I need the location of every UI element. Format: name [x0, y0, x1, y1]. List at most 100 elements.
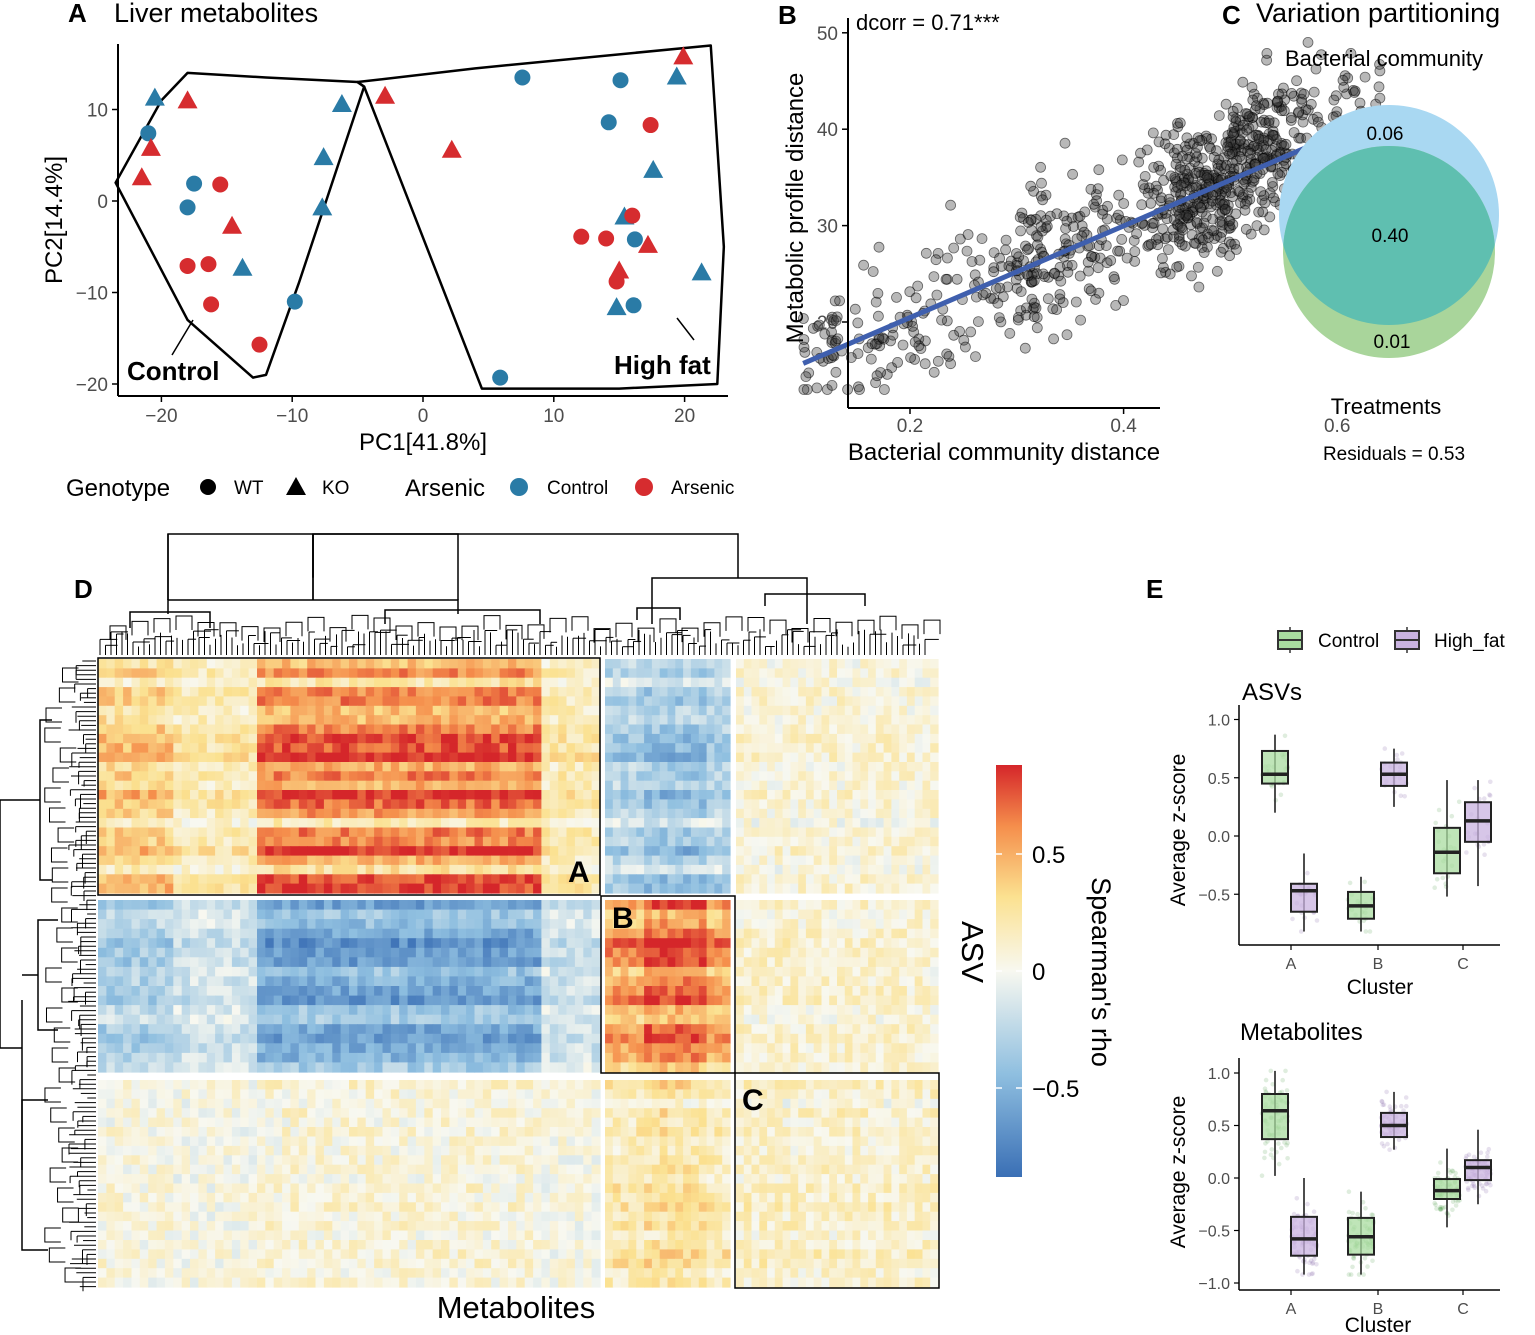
heatmap-cell — [365, 762, 375, 772]
heatmap-cell — [298, 909, 308, 920]
heatmap-cell — [852, 762, 861, 772]
heatmap-cell — [690, 938, 700, 949]
heatmap-cell — [190, 790, 199, 800]
heatmap-cell — [332, 938, 342, 949]
heatmap-cell — [215, 743, 225, 754]
heatmap-cell — [181, 743, 191, 754]
heatmap-cell — [767, 827, 776, 838]
distance-point — [858, 259, 869, 271]
heatmap-cell — [340, 846, 350, 857]
heatmap-cell — [558, 762, 568, 772]
heatmap-cell — [651, 687, 661, 698]
heatmap-cell — [374, 928, 384, 939]
heatmap-cell — [628, 790, 637, 800]
heatmap-cell — [566, 715, 576, 726]
heatmap-cell — [583, 696, 593, 707]
distance-point — [873, 241, 885, 253]
heatmap-cell — [659, 938, 669, 949]
heatmap-cell — [491, 836, 501, 847]
row-dendro-mid — [64, 1267, 82, 1283]
heatmap-cell — [844, 909, 854, 920]
heatmap-cell — [767, 928, 776, 939]
heatmap-cell — [499, 808, 509, 819]
heatmap-cell — [698, 883, 708, 894]
heatmap-cell — [298, 790, 308, 800]
heatmap-cell — [659, 715, 669, 726]
heatmap-cell — [240, 864, 250, 875]
heatmap-cell — [675, 827, 684, 838]
heatmap-cell — [215, 790, 225, 800]
heatmap-cell — [390, 687, 400, 698]
heatmap-cell — [215, 900, 225, 911]
heatmap-cell — [516, 733, 526, 744]
heatmap-cell — [883, 928, 892, 939]
heatmap-cell — [860, 919, 869, 930]
distance-point — [1328, 94, 1340, 106]
heatmap-cell — [922, 947, 931, 958]
heatmap-cell — [549, 687, 559, 698]
heatmap-cell — [449, 780, 459, 791]
heatmap-cell — [821, 799, 830, 810]
heatmap-cell — [659, 836, 669, 847]
heatmap-cell — [407, 808, 417, 819]
heatmap-cell — [223, 799, 233, 810]
heatmap-cell — [164, 874, 174, 885]
heatmap-cell — [298, 799, 308, 810]
heatmap-cell — [612, 724, 622, 735]
heatmap-cell — [482, 724, 492, 735]
row-dendro-c — [21, 1099, 48, 1251]
heatmap-cell — [914, 724, 924, 735]
heatmap-cell — [805, 808, 815, 819]
heatmap-cell — [706, 976, 715, 987]
heatmap-cell — [106, 780, 116, 791]
heatmap-cell — [164, 883, 174, 894]
heatmap-cell — [899, 947, 908, 958]
heatmap-cell — [683, 808, 692, 819]
heatmap-cell — [605, 836, 614, 847]
distance-point — [1136, 199, 1148, 211]
heatmap-cell — [852, 743, 861, 754]
heatmap-cell — [706, 846, 715, 857]
col-dendro-mid — [263, 627, 281, 643]
heatmap-cell — [790, 883, 799, 894]
heatmap-cell — [139, 827, 149, 838]
heatmap-cell — [899, 957, 908, 968]
heatmap-cell — [722, 771, 731, 782]
heatmap-cell — [667, 919, 676, 930]
heatmap-cell — [636, 687, 645, 698]
heatmap-cell — [899, 818, 908, 829]
heatmap-cell — [491, 668, 501, 679]
heatmap-cell — [805, 677, 815, 688]
heatmap-cell — [683, 743, 692, 754]
heatmap-cell — [583, 957, 593, 968]
heatmap-cell — [415, 864, 425, 875]
heatmap-cell — [583, 659, 593, 669]
heatmap-cell — [181, 874, 191, 885]
heatmap-cell — [751, 743, 760, 754]
heatmap-cell — [491, 715, 501, 726]
heatmap-cell — [790, 818, 799, 829]
heatmap-cell — [181, 855, 191, 866]
heatmap-cell — [736, 818, 745, 829]
dcorr-annotation: dcorr = 0.71*** — [856, 10, 1000, 35]
heatmap-cell — [139, 909, 149, 920]
heatmap-cell — [805, 909, 815, 920]
heatmap-cell — [620, 724, 629, 735]
heatmap-cell — [651, 909, 661, 920]
distance-point — [948, 329, 960, 341]
heatmap-cell — [644, 818, 653, 829]
heatmap-cell — [257, 771, 266, 782]
heatmap-cell — [315, 687, 325, 698]
heatmap-cell — [605, 659, 614, 669]
heatmap-cell — [315, 659, 325, 669]
heatmap-cell — [743, 687, 753, 698]
heatmap-cell — [290, 818, 300, 829]
heatmap-cell — [390, 928, 400, 939]
heatmap-cell — [714, 743, 723, 754]
heatmap-cell — [374, 762, 384, 772]
heatmap-cell — [829, 846, 838, 857]
heatmap-cell — [190, 836, 199, 847]
heatmap-cell — [466, 864, 476, 875]
heatmap-cell — [282, 909, 292, 920]
heatmap-cell — [743, 752, 753, 763]
